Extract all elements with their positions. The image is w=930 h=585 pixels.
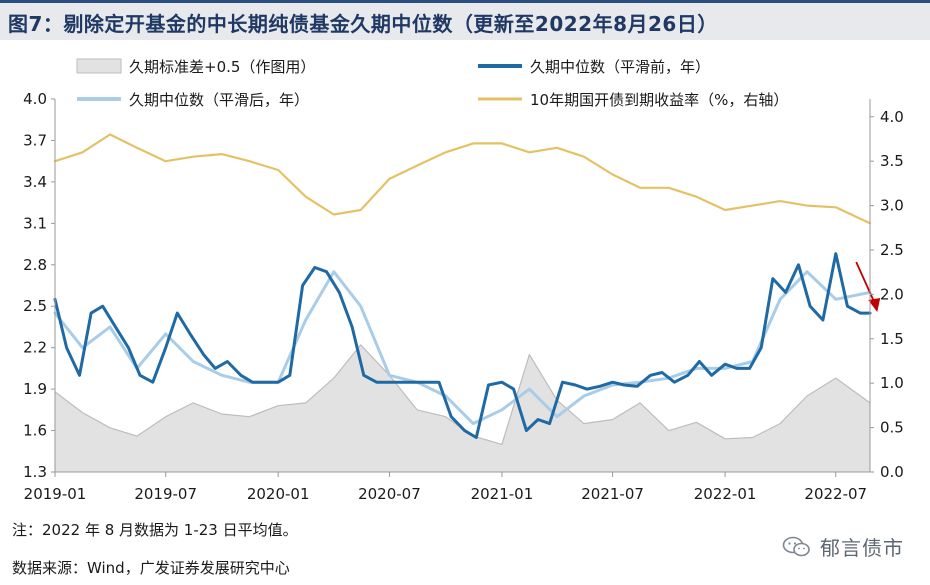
right-axis-tick-label: 1.0 xyxy=(880,374,904,392)
left-axis-tick-label: 4.0 xyxy=(23,90,47,108)
left-axis-tick-label: 2.8 xyxy=(23,256,47,274)
x-axis-tick-label: 2021-01 xyxy=(471,485,534,503)
wechat-icon xyxy=(782,536,810,556)
annotation-arrow-head xyxy=(868,298,881,312)
plot-layer xyxy=(53,133,881,472)
left-axis-tick-label: 2.2 xyxy=(23,339,47,357)
series-line-duration-raw xyxy=(53,252,872,439)
series-line-cdb-yield xyxy=(53,133,872,225)
legend-label: 久期中位数（平滑后，年） xyxy=(129,91,309,109)
right-axis-tick-label: 3.0 xyxy=(880,197,904,215)
footnote: 注：2022 年 8 月数据为 1-23 日平均值。 xyxy=(12,521,298,539)
left-axis-tick-label: 3.4 xyxy=(23,173,47,191)
right-axis-tick-label: 2.5 xyxy=(880,241,904,259)
right-axis-tick-label: 2.0 xyxy=(880,285,904,303)
left-axis-tick-label: 3.1 xyxy=(23,214,47,232)
x-axis-tick-label: 2022-07 xyxy=(804,485,867,503)
left-axis-tick-label: 1.3 xyxy=(23,463,47,481)
axes-layer: 1.3 1.6 1.9 2.2 2.5 2.8 3.1 3.4 3.7 4.0 0.0 0.5 1.0 1… xyxy=(23,90,904,503)
right-axis-tick-label: 0.0 xyxy=(880,463,904,481)
left-axis-tick-label: 2.5 xyxy=(23,297,47,315)
left-axis-tick-label: 1.6 xyxy=(23,422,47,440)
left-axis-tick-label: 1.9 xyxy=(23,380,47,398)
right-axis-tick-label: 4.0 xyxy=(880,108,904,126)
legend-label: 久期中位数（平滑前，年） xyxy=(530,58,710,76)
watermark-text: 郁言债市 xyxy=(820,536,904,560)
series-line-duration-smooth xyxy=(53,270,872,426)
left-axis-tick-label: 3.7 xyxy=(23,131,47,149)
watermark: 郁言债市 xyxy=(782,532,904,561)
title-bar: 图7：剔除定开基金的中长期纯债基金久期中位数（更新至2022年8月26日） xyxy=(0,0,930,40)
x-axis-tick-label: 2021-07 xyxy=(581,485,644,503)
legend-label: 久期标准差+0.5（作图用） xyxy=(129,58,315,76)
x-axis-tick-label: 2020-01 xyxy=(247,485,310,503)
annotation-arrow-shaft xyxy=(855,261,876,303)
x-axis-tick-label: 2022-01 xyxy=(694,485,757,503)
source-note: 数据来源：Wind，广发证券发展研究中心 xyxy=(12,559,290,577)
right-axis-tick-label: 0.5 xyxy=(880,419,904,437)
x-axis-tick-label: 2019-07 xyxy=(134,485,197,503)
right-axis-tick-label: 1.5 xyxy=(880,330,904,348)
legend-label: 10年期国开债到期收益率（%，右轴） xyxy=(530,91,788,109)
series-area-std xyxy=(55,344,870,472)
right-axis-tick-label: 3.5 xyxy=(880,152,904,170)
legend-layer: 久期标准差+0.5（作图用） 久期中位数（平滑前，年） 久期中位数（平滑后，年） 10… xyxy=(76,58,788,109)
legend-swatch-std xyxy=(76,58,122,74)
chart-svg: 1.3 1.6 1.9 2.2 2.5 2.8 3.1 3.4 3.7 4.0 0.0 0.5 1.0 1… xyxy=(23,58,904,503)
x-axis-tick-label: 2020-07 xyxy=(358,485,421,503)
chart-title: 图7：剔除定开基金的中长期纯债基金久期中位数（更新至2022年8月26日） xyxy=(8,12,718,36)
x-axis-tick-label: 2019-01 xyxy=(24,485,87,503)
